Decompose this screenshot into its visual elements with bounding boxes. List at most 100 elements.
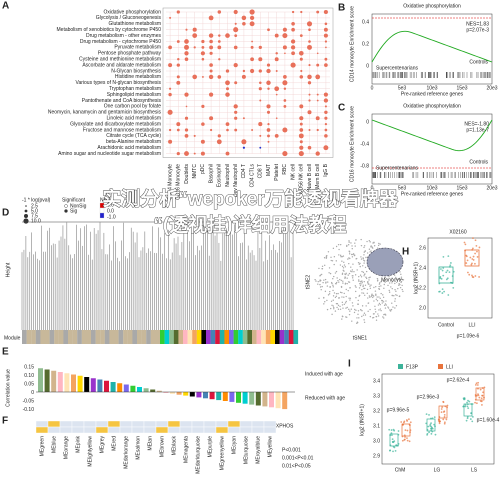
- cell: [374, 305, 376, 308]
- column-label: pDC: [200, 164, 206, 174]
- legend-label: -1.0: [107, 214, 116, 220]
- cell: [363, 262, 365, 264]
- cell: [393, 274, 396, 276]
- dot: [290, 45, 296, 50]
- module-bar: [279, 330, 285, 344]
- cell: [369, 276, 371, 278]
- dot: [323, 27, 328, 32]
- cell: [351, 269, 354, 271]
- cell: [382, 301, 385, 303]
- cell: [383, 280, 385, 282]
- point: [464, 403, 467, 406]
- cell: [337, 292, 339, 295]
- point: [440, 277, 443, 280]
- box: [438, 266, 454, 284]
- y-tick-label: 2.4: [419, 265, 426, 271]
- cell: [251, 426, 265, 434]
- dot: [217, 10, 222, 14]
- dot: [299, 122, 303, 126]
- cell: [377, 279, 379, 281]
- dot: [249, 21, 255, 27]
- bar: [104, 380, 109, 392]
- cell: [391, 287, 393, 290]
- dot: [192, 27, 197, 32]
- point: [431, 427, 434, 430]
- dot: [275, 117, 278, 120]
- dot: [176, 80, 181, 85]
- cell: [369, 315, 372, 318]
- cell: [339, 305, 341, 308]
- cell: [317, 283, 319, 285]
- bar: [130, 385, 136, 392]
- x-tick-label: Control: [438, 322, 454, 328]
- module-bar: [26, 330, 32, 344]
- cell: [365, 277, 368, 280]
- dot: [299, 116, 304, 121]
- cell: [373, 286, 375, 289]
- cell: [321, 285, 323, 288]
- dot: [233, 27, 239, 33]
- bar: [90, 378, 96, 392]
- dot: [225, 92, 230, 97]
- point: [480, 400, 483, 403]
- pathway-label: Glutathione metabolism: [108, 21, 161, 27]
- cell: [340, 279, 342, 282]
- cell: [358, 280, 360, 282]
- cell: [332, 277, 334, 280]
- cell: [397, 278, 399, 281]
- dot: [177, 57, 180, 61]
- dot: [242, 69, 246, 73]
- cell: [349, 287, 351, 289]
- cell: [338, 248, 340, 251]
- cell: [343, 292, 345, 295]
- cell: [348, 262, 350, 265]
- cell: [328, 293, 331, 295]
- cell: [395, 305, 398, 307]
- cell: [47, 426, 61, 434]
- column-label: Basophil: [208, 164, 214, 183]
- module-bar: [196, 330, 202, 344]
- point: [463, 397, 466, 400]
- bar: [255, 392, 261, 406]
- cell: [318, 267, 320, 270]
- dot: [250, 45, 254, 49]
- x-tick-label: LG: [434, 467, 441, 473]
- dot: [258, 122, 263, 127]
- cell: [401, 288, 403, 291]
- point: [442, 400, 445, 403]
- cell: [342, 307, 344, 309]
- module-label: MEgreen: [39, 436, 45, 457]
- cell: [363, 319, 365, 321]
- point: [448, 271, 451, 274]
- cell: [362, 265, 364, 267]
- cell: [362, 271, 365, 274]
- module-bar: [141, 330, 147, 344]
- dot: [266, 104, 271, 109]
- legend-title: Significant: [62, 197, 86, 203]
- cell: [352, 279, 354, 281]
- module-bar: [261, 330, 266, 344]
- point: [440, 408, 443, 410]
- dot: [209, 63, 213, 67]
- cell: [383, 313, 385, 316]
- dot: [266, 128, 271, 132]
- cell: [370, 294, 373, 296]
- cell: [356, 317, 358, 319]
- dot: [307, 44, 312, 50]
- point: [476, 250, 478, 253]
- cell: [359, 265, 361, 268]
- point: [393, 429, 396, 432]
- dot: [233, 45, 238, 50]
- module-bar: [219, 330, 225, 344]
- cell: [379, 243, 381, 245]
- cell: [332, 284, 334, 287]
- cell: [352, 263, 354, 265]
- module-bar: [100, 330, 105, 344]
- plot-frame: [381, 373, 495, 465]
- module-label: MEyellow: [267, 436, 273, 458]
- point: [430, 425, 433, 428]
- dot: [225, 151, 230, 156]
- nes: NES=1.83: [466, 21, 489, 27]
- dot: [209, 92, 214, 97]
- y-tick-label: 2.6: [419, 245, 426, 251]
